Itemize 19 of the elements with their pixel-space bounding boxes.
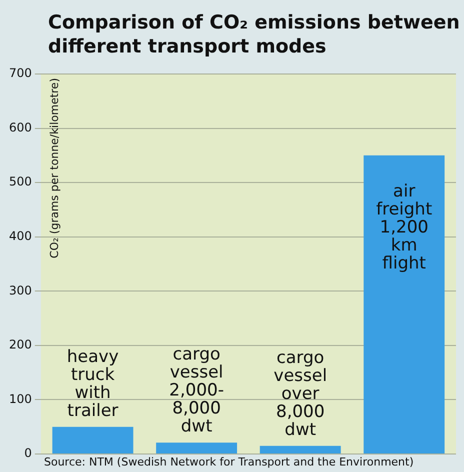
x-tick-label: air freight 1,200 km flight [376, 181, 432, 274]
y-axis-title: CO₂ (grams per tonne/kilometre) [48, 78, 61, 258]
chart-title: Comparison of CO₂ emissions between different transport modes [48, 11, 460, 58]
bar [156, 442, 238, 454]
y-tick-label: 200 [9, 338, 32, 352]
x-tick-label: heavy truck with trailer [66, 346, 119, 421]
bar [364, 155, 445, 454]
y-tick-label: 400 [9, 228, 32, 243]
bar [52, 426, 134, 454]
source-note: Source: NTM (Swedish Network for Transport and the Environment) [44, 455, 414, 468]
x-tick-label: cargo vessel 2,000-8,000 dwt [169, 344, 224, 437]
y-tick-label: 300 [9, 283, 32, 298]
x-tick-label: cargo vessel over 8,000 dwt [274, 348, 328, 440]
bar [260, 446, 341, 454]
y-tick-label: 700 [9, 66, 32, 80]
y-tick-label: 100 [9, 392, 32, 406]
y-tick-label: 0 [24, 446, 32, 460]
y-tick-label: 500 [9, 174, 32, 189]
y-tick-label: 600 [9, 120, 32, 134]
